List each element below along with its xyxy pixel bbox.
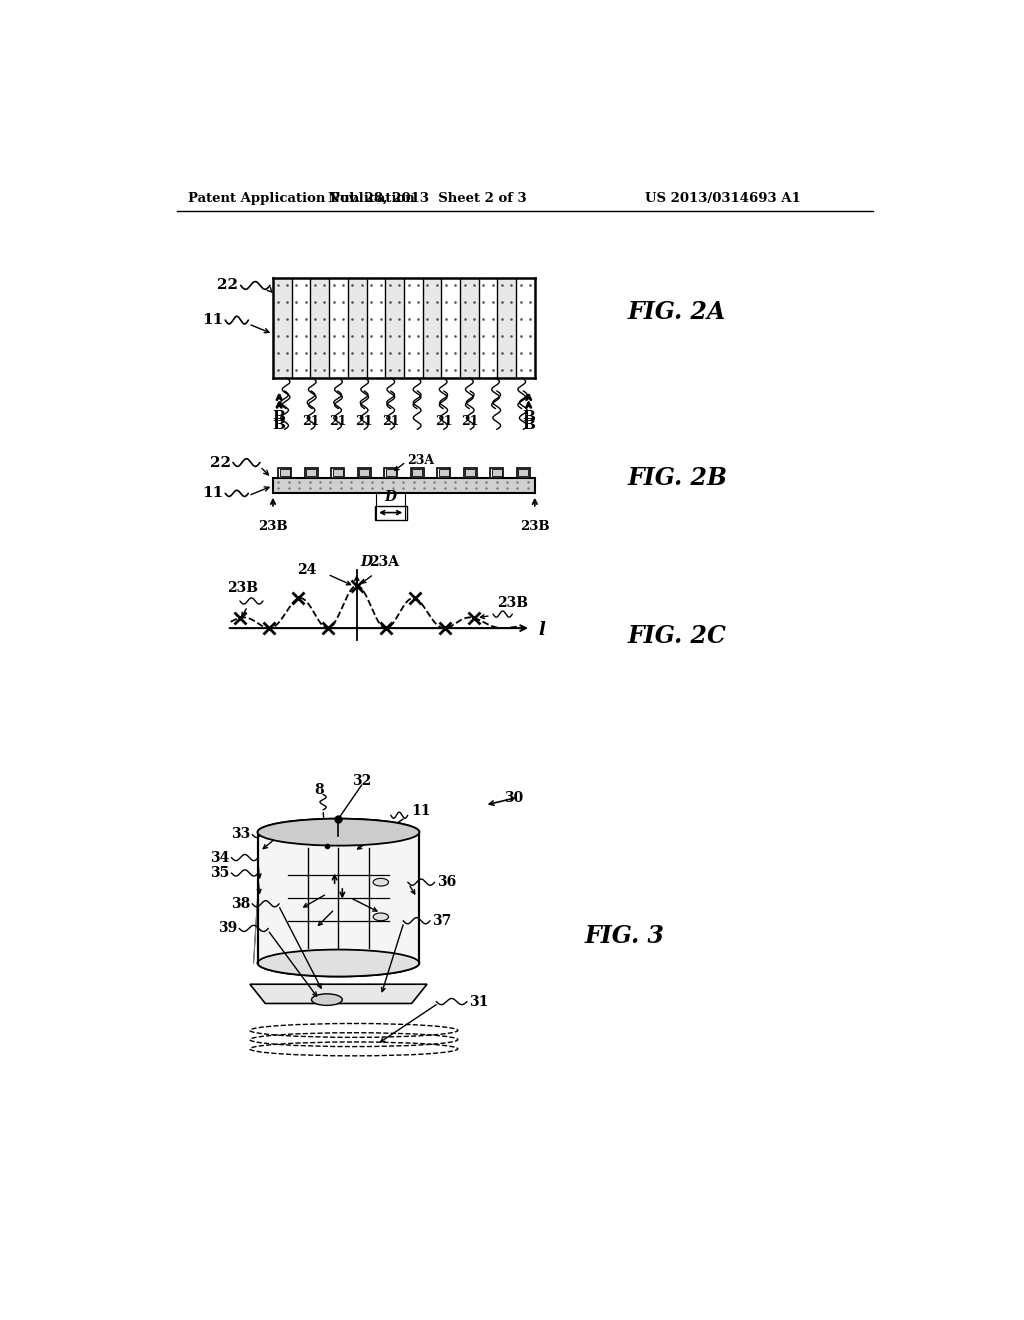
Bar	[386, 470, 395, 477]
Ellipse shape	[373, 878, 388, 886]
Text: 23B: 23B	[226, 581, 258, 595]
Bar	[333, 470, 343, 477]
Bar	[411, 469, 424, 478]
Text: 32: 32	[352, 774, 371, 788]
Text: B: B	[272, 411, 286, 424]
Text: 22: 22	[217, 279, 239, 293]
Text: 31: 31	[469, 994, 488, 1008]
Text: FIG. 2C: FIG. 2C	[628, 624, 726, 648]
Bar	[464, 469, 477, 478]
Text: FIG. 2B: FIG. 2B	[628, 466, 727, 490]
Bar	[465, 470, 475, 477]
Text: 11: 11	[412, 804, 431, 818]
Bar	[292, 277, 310, 378]
Bar	[438, 470, 449, 477]
Text: 23A: 23A	[408, 454, 435, 467]
Text: 23B: 23B	[258, 520, 288, 533]
Text: 37: 37	[432, 913, 452, 928]
Text: US 2013/0314693 A1: US 2013/0314693 A1	[645, 191, 801, 205]
Text: 21: 21	[355, 414, 373, 428]
Bar	[273, 478, 535, 494]
Bar	[478, 277, 498, 378]
Text: 23B: 23B	[520, 520, 550, 533]
Bar	[306, 470, 316, 477]
Text: 21: 21	[302, 414, 319, 428]
Text: FIG. 3: FIG. 3	[585, 924, 665, 948]
Text: 30: 30	[504, 791, 523, 804]
Text: FIG. 2A: FIG. 2A	[628, 301, 726, 325]
Text: 39: 39	[217, 921, 237, 936]
Text: 35: 35	[210, 866, 229, 880]
Text: D: D	[359, 554, 372, 569]
Text: Nov. 28, 2013  Sheet 2 of 3: Nov. 28, 2013 Sheet 2 of 3	[328, 191, 526, 205]
Text: 21: 21	[382, 414, 399, 428]
Bar	[437, 469, 451, 478]
Text: 24: 24	[297, 564, 316, 577]
Ellipse shape	[258, 818, 419, 846]
Text: 34: 34	[210, 850, 229, 865]
Bar	[273, 277, 292, 378]
Text: B: B	[272, 418, 286, 432]
Bar	[441, 277, 460, 378]
Bar	[413, 470, 422, 477]
Bar	[423, 277, 441, 378]
Text: B: B	[522, 411, 536, 424]
Bar	[331, 469, 344, 478]
Ellipse shape	[311, 994, 342, 1006]
Polygon shape	[250, 985, 427, 1003]
Bar	[348, 277, 367, 378]
Text: 11: 11	[202, 313, 223, 327]
Bar	[490, 469, 503, 478]
Text: 21: 21	[435, 414, 453, 428]
Text: D: D	[385, 490, 396, 504]
Bar	[258, 832, 419, 964]
Bar	[384, 469, 397, 478]
Bar	[329, 277, 348, 378]
Bar	[375, 506, 407, 520]
Bar	[367, 277, 385, 378]
Bar	[492, 470, 502, 477]
Text: B: B	[522, 418, 536, 432]
Bar	[385, 277, 403, 378]
Text: 11: 11	[202, 486, 223, 500]
Bar	[304, 469, 317, 478]
Text: 38: 38	[230, 896, 250, 911]
Ellipse shape	[258, 949, 419, 977]
Bar	[460, 277, 478, 378]
Text: 21: 21	[329, 414, 346, 428]
Bar	[403, 277, 423, 378]
Text: 22: 22	[210, 455, 230, 470]
Bar	[359, 470, 369, 477]
Text: 36: 36	[437, 875, 457, 890]
Ellipse shape	[258, 818, 419, 846]
Text: 8: 8	[314, 783, 324, 797]
Text: 33: 33	[230, 828, 250, 841]
Text: Patent Application Publication: Patent Application Publication	[188, 191, 415, 205]
Text: 21: 21	[462, 414, 479, 428]
Bar	[278, 469, 291, 478]
Text: l: l	[539, 622, 546, 639]
Ellipse shape	[373, 913, 388, 921]
Bar	[258, 832, 419, 964]
Bar	[280, 470, 290, 477]
Bar	[516, 277, 535, 378]
Bar	[518, 470, 528, 477]
Bar	[517, 469, 529, 478]
Text: 23B: 23B	[497, 597, 528, 610]
Bar	[310, 277, 329, 378]
Bar	[498, 277, 516, 378]
Text: 23A: 23A	[369, 554, 399, 569]
Bar	[357, 469, 371, 478]
Ellipse shape	[258, 949, 419, 977]
